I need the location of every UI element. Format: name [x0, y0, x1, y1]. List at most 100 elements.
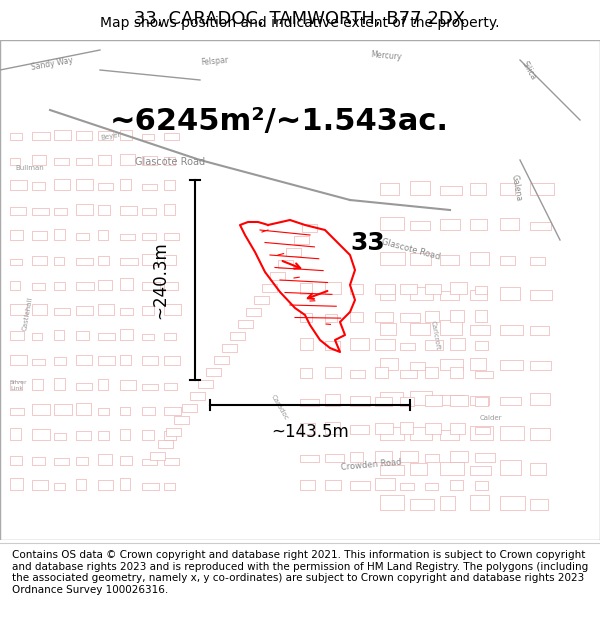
Bar [475, 396, 488, 406]
Bar [450, 422, 464, 434]
Bar [142, 254, 157, 265]
Bar [54, 158, 69, 165]
Bar [32, 132, 50, 140]
Bar [98, 131, 113, 140]
Bar [325, 480, 341, 490]
Bar [32, 481, 48, 490]
Bar [410, 253, 431, 265]
Bar [98, 184, 113, 190]
Bar [425, 311, 439, 322]
Bar [54, 357, 67, 365]
Bar [470, 290, 487, 300]
Bar [142, 156, 157, 165]
Bar [32, 379, 43, 390]
Text: Contains OS data © Crown copyright and database right 2021. This information is : Contains OS data © Crown copyright and d… [12, 550, 588, 595]
Bar [120, 278, 133, 290]
Bar [410, 463, 427, 475]
Bar [300, 312, 312, 322]
Bar [10, 259, 22, 265]
Bar [440, 291, 459, 300]
Bar [32, 304, 47, 315]
Bar [300, 399, 319, 406]
Bar [230, 332, 245, 340]
Bar [54, 208, 67, 215]
Bar [440, 496, 455, 510]
Bar [32, 155, 46, 165]
Bar [10, 456, 22, 465]
Bar [10, 381, 22, 390]
Bar [10, 428, 20, 440]
Bar [400, 342, 415, 350]
Bar [300, 368, 313, 378]
Bar [380, 496, 404, 510]
Bar [350, 338, 368, 350]
Bar [530, 393, 550, 405]
Bar [300, 338, 313, 350]
Bar [32, 231, 47, 240]
Bar [300, 455, 319, 462]
Bar [120, 258, 138, 265]
Bar [450, 395, 469, 406]
Bar [120, 206, 137, 215]
Bar [325, 454, 344, 462]
Bar [425, 395, 442, 406]
Bar [254, 296, 269, 304]
Bar [500, 183, 515, 195]
Bar [32, 458, 46, 465]
Bar [400, 284, 417, 294]
Text: Glascote Road: Glascote Road [380, 238, 440, 262]
Bar [10, 331, 24, 340]
Bar [500, 325, 523, 335]
Bar [375, 479, 395, 490]
Bar [120, 456, 131, 465]
Bar [470, 426, 493, 440]
Bar [410, 322, 430, 335]
Bar [54, 229, 65, 240]
Bar [450, 339, 466, 350]
Bar [76, 306, 93, 315]
Bar [98, 379, 108, 390]
Bar [440, 219, 460, 230]
Bar [270, 272, 285, 280]
Bar [380, 392, 403, 405]
Bar [32, 429, 50, 440]
Text: Felspar: Felspar [200, 56, 229, 67]
Bar [98, 408, 109, 415]
Bar [222, 344, 237, 352]
Bar [380, 465, 404, 475]
Bar [98, 332, 115, 340]
Bar [164, 431, 176, 440]
Bar [410, 287, 433, 300]
Bar [530, 499, 548, 510]
Text: 33, CARADOC, TAMWORTH, B77 2DX: 33, CARADOC, TAMWORTH, B77 2DX [134, 10, 466, 28]
Bar [500, 397, 521, 405]
Bar [400, 313, 419, 322]
Bar [120, 355, 131, 365]
Text: Mercury: Mercury [370, 51, 402, 62]
Bar [76, 457, 88, 465]
Bar [164, 157, 175, 165]
Bar [400, 398, 415, 406]
Bar [278, 260, 293, 268]
Bar [470, 252, 488, 265]
Bar [32, 333, 42, 340]
Bar [98, 480, 113, 490]
Bar [120, 407, 130, 415]
Bar [425, 340, 443, 350]
Text: ~143.5m: ~143.5m [271, 423, 349, 441]
Bar [142, 134, 154, 140]
Bar [470, 182, 486, 195]
Bar [76, 431, 91, 440]
Bar [76, 258, 93, 265]
Bar [164, 233, 179, 240]
Bar [470, 358, 486, 370]
Bar [98, 454, 112, 465]
Bar [10, 158, 20, 165]
Text: Beyer: Beyer [100, 132, 121, 141]
Bar [500, 496, 524, 510]
Bar [142, 306, 154, 315]
Bar [142, 430, 154, 440]
Bar [500, 287, 520, 300]
Bar [450, 282, 467, 294]
Bar [410, 499, 434, 510]
